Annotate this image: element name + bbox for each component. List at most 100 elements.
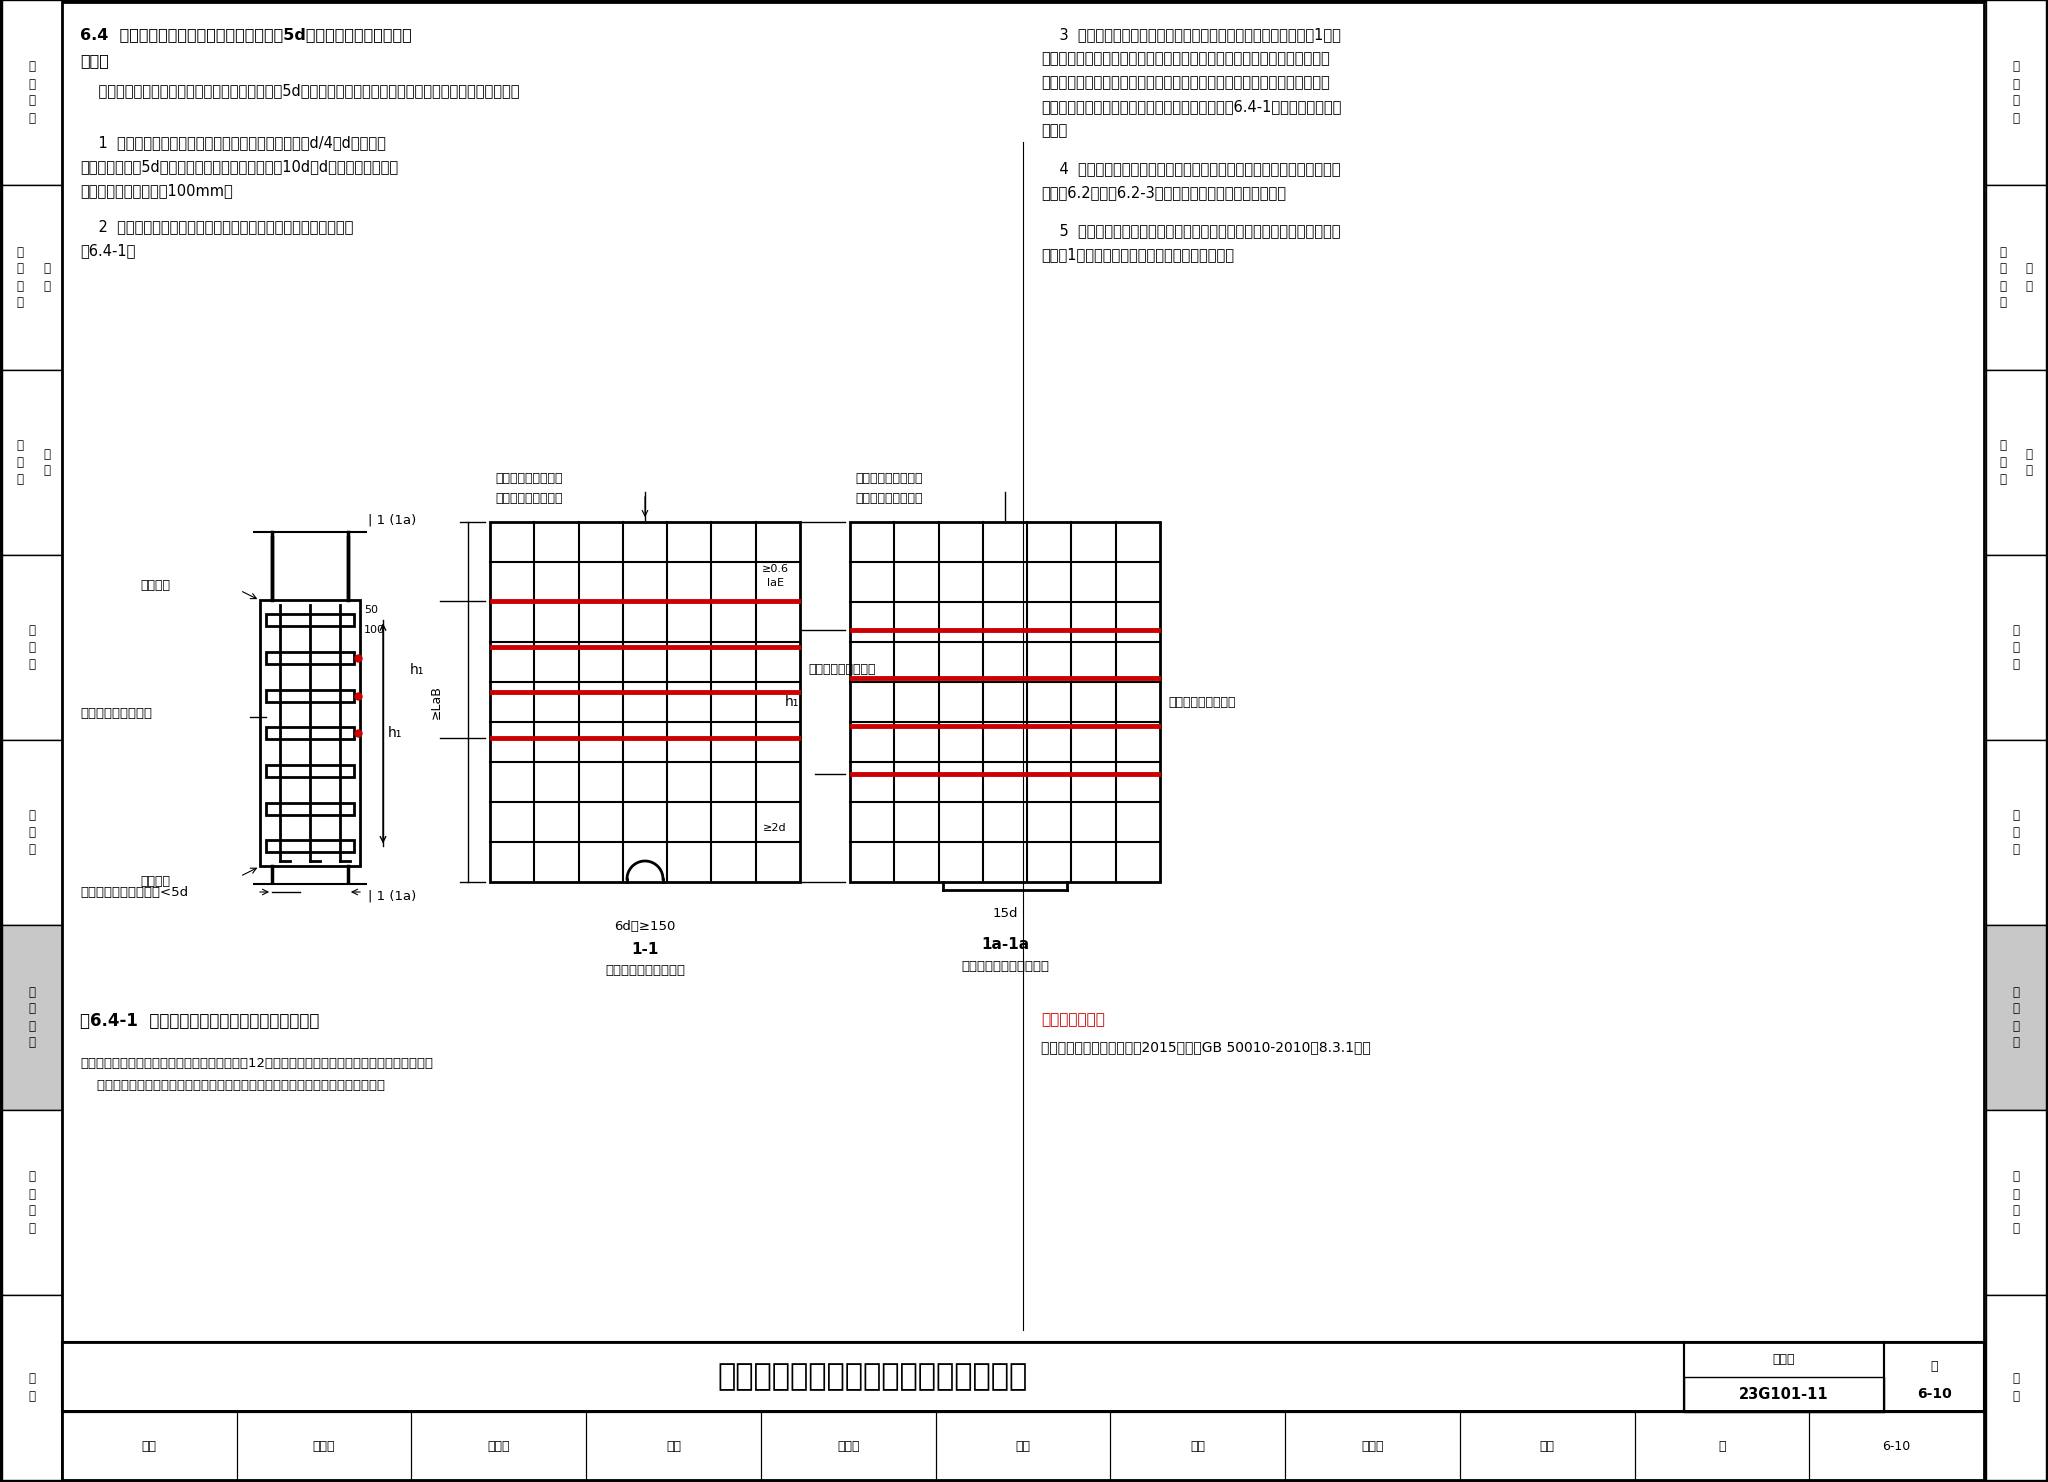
Text: 楼
梯
构
造: 楼 梯 构 造 [2013, 1171, 2019, 1235]
Bar [586, 1412, 762, 1481]
Text: 1a-1a: 1a-1a [981, 937, 1028, 951]
Text: 构
造: 构 造 [2025, 448, 2034, 477]
Bar [266, 765, 354, 777]
Text: 朝暖: 朝暖 [1540, 1439, 1554, 1452]
Text: h₁: h₁ [784, 695, 799, 708]
Text: h₁: h₁ [387, 726, 401, 741]
Text: | 1 (1a): | 1 (1a) [369, 889, 416, 903]
Text: 参见第6.2条的图6.2-3中在基础高度范围内的箍筋形式。: 参见第6.2条的图6.2-3中在基础高度范围内的箍筋形式。 [1040, 185, 1286, 200]
Text: 6-10: 6-10 [1882, 1439, 1911, 1452]
Text: 构
造: 构 造 [43, 262, 51, 292]
Text: 页: 页 [1718, 1439, 1726, 1452]
Bar [2, 1110, 61, 1295]
Text: 富士浚: 富士浚 [487, 1439, 510, 1452]
Text: 厚度小于或等于5d插筋的最大直径），间距不大于10d（d取不满足要求插筋: 厚度小于或等于5d插筋的最大直径），间距不大于10d（d取不满足要求插筋 [80, 159, 397, 173]
Text: 区横向构造钢筋，间距不能满足要求时，可参见图6.4-1插空设置横向构造: 区横向构造钢筋，间距不能满足要求时，可参见图6.4-1插空设置横向构造 [1040, 99, 1341, 114]
Text: 相关标准条文：: 相关标准条文： [1040, 1012, 1104, 1027]
Bar [762, 1412, 936, 1481]
Bar [489, 522, 801, 882]
Bar [1460, 1412, 1634, 1481]
Bar [238, 1412, 412, 1481]
Text: 构造钢筋及侧面构造纵筋时，侧面构造纵筋满足直径要求时可兼做部分锚固: 构造钢筋及侧面构造纵筋时，侧面构造纵筋满足直径要求时可兼做部分锚固 [1040, 76, 1329, 90]
Text: 50: 50 [365, 606, 379, 615]
Text: 图集号: 图集号 [1774, 1353, 1796, 1366]
Text: 1  墙竖向钢筋锚固区横向构造钢筋应满足直径不小于d/4（d取保护层: 1 墙竖向钢筋锚固区横向构造钢筋应满足直径不小于d/4（d取保护层 [80, 135, 385, 150]
Bar [266, 728, 354, 740]
Text: 肖军霸: 肖军霸 [1362, 1439, 1384, 1452]
Bar [2, 740, 61, 925]
Bar [2, 554, 61, 740]
Bar [266, 652, 354, 664]
Text: h₁: h₁ [410, 662, 424, 677]
Text: 剪
力
墙: 剪 力 墙 [16, 439, 23, 486]
Text: 承在底板钢筋网片上: 承在底板钢筋网片上 [854, 492, 922, 505]
Text: 图6.4-1  混凝土墙竖向钢筋锚固区横向构造钢筋: 图6.4-1 混凝土墙竖向钢筋锚固区横向构造钢筋 [80, 1012, 319, 1030]
Text: ≥2d: ≥2d [764, 823, 786, 833]
Bar [61, 1409, 1985, 1412]
Text: 构
造: 构 造 [43, 448, 51, 477]
Text: （基础高度满足直锚）: （基础高度满足直锚） [604, 963, 684, 977]
Bar [61, 1343, 1683, 1412]
Bar [1284, 1412, 1460, 1481]
Text: 100: 100 [365, 625, 385, 636]
Text: 混凝土墙竖向钢筋锚固区横向构造钢筋: 混凝土墙竖向钢筋锚固区横向构造钢筋 [719, 1362, 1028, 1392]
Bar [1884, 1343, 1985, 1412]
Text: 图6.4-1。: 图6.4-1。 [80, 243, 135, 258]
Bar [266, 689, 354, 702]
Text: 1-1: 1-1 [631, 943, 659, 957]
Text: 求时，可替代锚固区横向构造钢筋。当平板式筏形基础外边缘设有侧面封边: 求时，可替代锚固区横向构造钢筋。当平板式筏形基础外边缘设有侧面封边 [1040, 50, 1329, 67]
Text: 高志强: 高志强 [313, 1439, 336, 1452]
Bar [1987, 925, 2046, 1110]
Bar [266, 615, 354, 627]
Text: 一
般
构
造: 一 般 构 造 [29, 61, 35, 124]
Text: 锚固区横向构造钢筋: 锚固区横向构造钢筋 [80, 707, 152, 720]
Text: 3  当墙竖向钢筋周边配有其他与插筋相垂直的钢筋，且能满足第1条要: 3 当墙竖向钢筋周边配有其他与插筋相垂直的钢筋，且能满足第1条要 [1040, 27, 1341, 41]
Bar [1987, 1110, 2046, 1295]
Text: 注：基础梁侧腋部位的水平构造钢筋直径不小于12且不小于柱箍筋直径，间距与柱箍筋间距相同；: 注：基础梁侧腋部位的水平构造钢筋直径不小于12且不小于柱箍筋直径，间距与柱箍筋间… [80, 1057, 432, 1070]
Bar [61, 1412, 238, 1481]
Bar [412, 1412, 586, 1481]
Text: 梁
构
造: 梁 构 造 [29, 624, 35, 671]
Bar [1987, 370, 2046, 554]
Bar [61, 1343, 1985, 1481]
Bar [2, 185, 61, 370]
Text: 本银: 本银 [1016, 1439, 1030, 1452]
Text: 满足第1条要求时，可替代锚固区横向构造钢筋。: 满足第1条要求时，可替代锚固区横向构造钢筋。 [1040, 247, 1235, 262]
Text: 构
造: 构 造 [2025, 262, 2034, 292]
Text: 审核: 审核 [141, 1439, 158, 1452]
Text: 自墙竖向钢筋外皮算起<5d: 自墙竖向钢筋外皮算起<5d [80, 886, 188, 898]
Bar [1683, 1377, 1884, 1412]
Text: 校对: 校对 [666, 1439, 682, 1452]
Text: ≥LaB: ≥LaB [430, 685, 442, 719]
Text: 板
构
造: 板 构 造 [2013, 809, 2019, 857]
Bar [2, 370, 61, 554]
Text: 锚固区横向构造钢筋: 锚固区横向构造钢筋 [809, 662, 874, 676]
Bar [2, 1295, 61, 1481]
Text: 页: 页 [1931, 1360, 1937, 1372]
Bar [1808, 1412, 1985, 1481]
Text: 附
录: 附 录 [29, 1372, 35, 1402]
Text: 4  边缘构件阴影区纵筋锚固区横向构造钢筋，可为非复合箍筋，做法可: 4 边缘构件阴影区纵筋锚固区横向构造钢筋，可为非复合箍筋，做法可 [1040, 162, 1341, 176]
Bar [266, 803, 354, 815]
Text: 伸至基础板底部，支: 伸至基础板底部，支 [854, 471, 922, 485]
Text: 23G101-11: 23G101-11 [1739, 1387, 1829, 1402]
Bar [1987, 740, 2046, 925]
Text: 要求？: 要求？ [80, 53, 109, 68]
Bar [1683, 1343, 1884, 1412]
Text: 基
础
构
造: 基 础 构 造 [29, 986, 35, 1049]
Text: 承在底板钢筋网片上: 承在底板钢筋网片上 [496, 492, 563, 505]
Text: 柱
和
节
点: 柱 和 节 点 [1999, 246, 2007, 310]
Text: 设计: 设计 [1190, 1439, 1204, 1452]
Text: 柱
和
节
点: 柱 和 节 点 [16, 246, 23, 310]
Bar [1987, 554, 2046, 740]
Text: （基础高度不满足直锚）: （基础高度不满足直锚） [961, 960, 1049, 974]
Text: 2  墙竖向钢筋锚固区横向构造钢筋与墙竖向钢筋绑扎在一起，见: 2 墙竖向钢筋锚固区横向构造钢筋与墙竖向钢筋绑扎在一起，见 [80, 219, 354, 234]
Bar [1987, 0, 2046, 185]
Text: 板
构
造: 板 构 造 [29, 809, 35, 857]
Text: 6.4  当混凝土墙竖向钢筋保护层厚度不大于5d时，在锚固区内有何构造: 6.4 当混凝土墙竖向钢筋保护层厚度不大于5d时，在锚固区内有何构造 [80, 27, 412, 41]
Text: 墙竖向钢筋在基础高度范围内保护层厚度不大于5d时，为保证竖向钢筋锚固可靠性，应设置横向构造钢筋。: 墙竖向钢筋在基础高度范围内保护层厚度不大于5d时，为保证竖向钢筋锚固可靠性，应设… [80, 83, 520, 98]
Bar [1987, 1295, 2046, 1481]
Bar [2, 925, 61, 1110]
Text: 锚固区横向构造钢筋: 锚固区横向构造钢筋 [1167, 695, 1235, 708]
Text: 一
般
构
造: 一 般 构 造 [2013, 61, 2019, 124]
